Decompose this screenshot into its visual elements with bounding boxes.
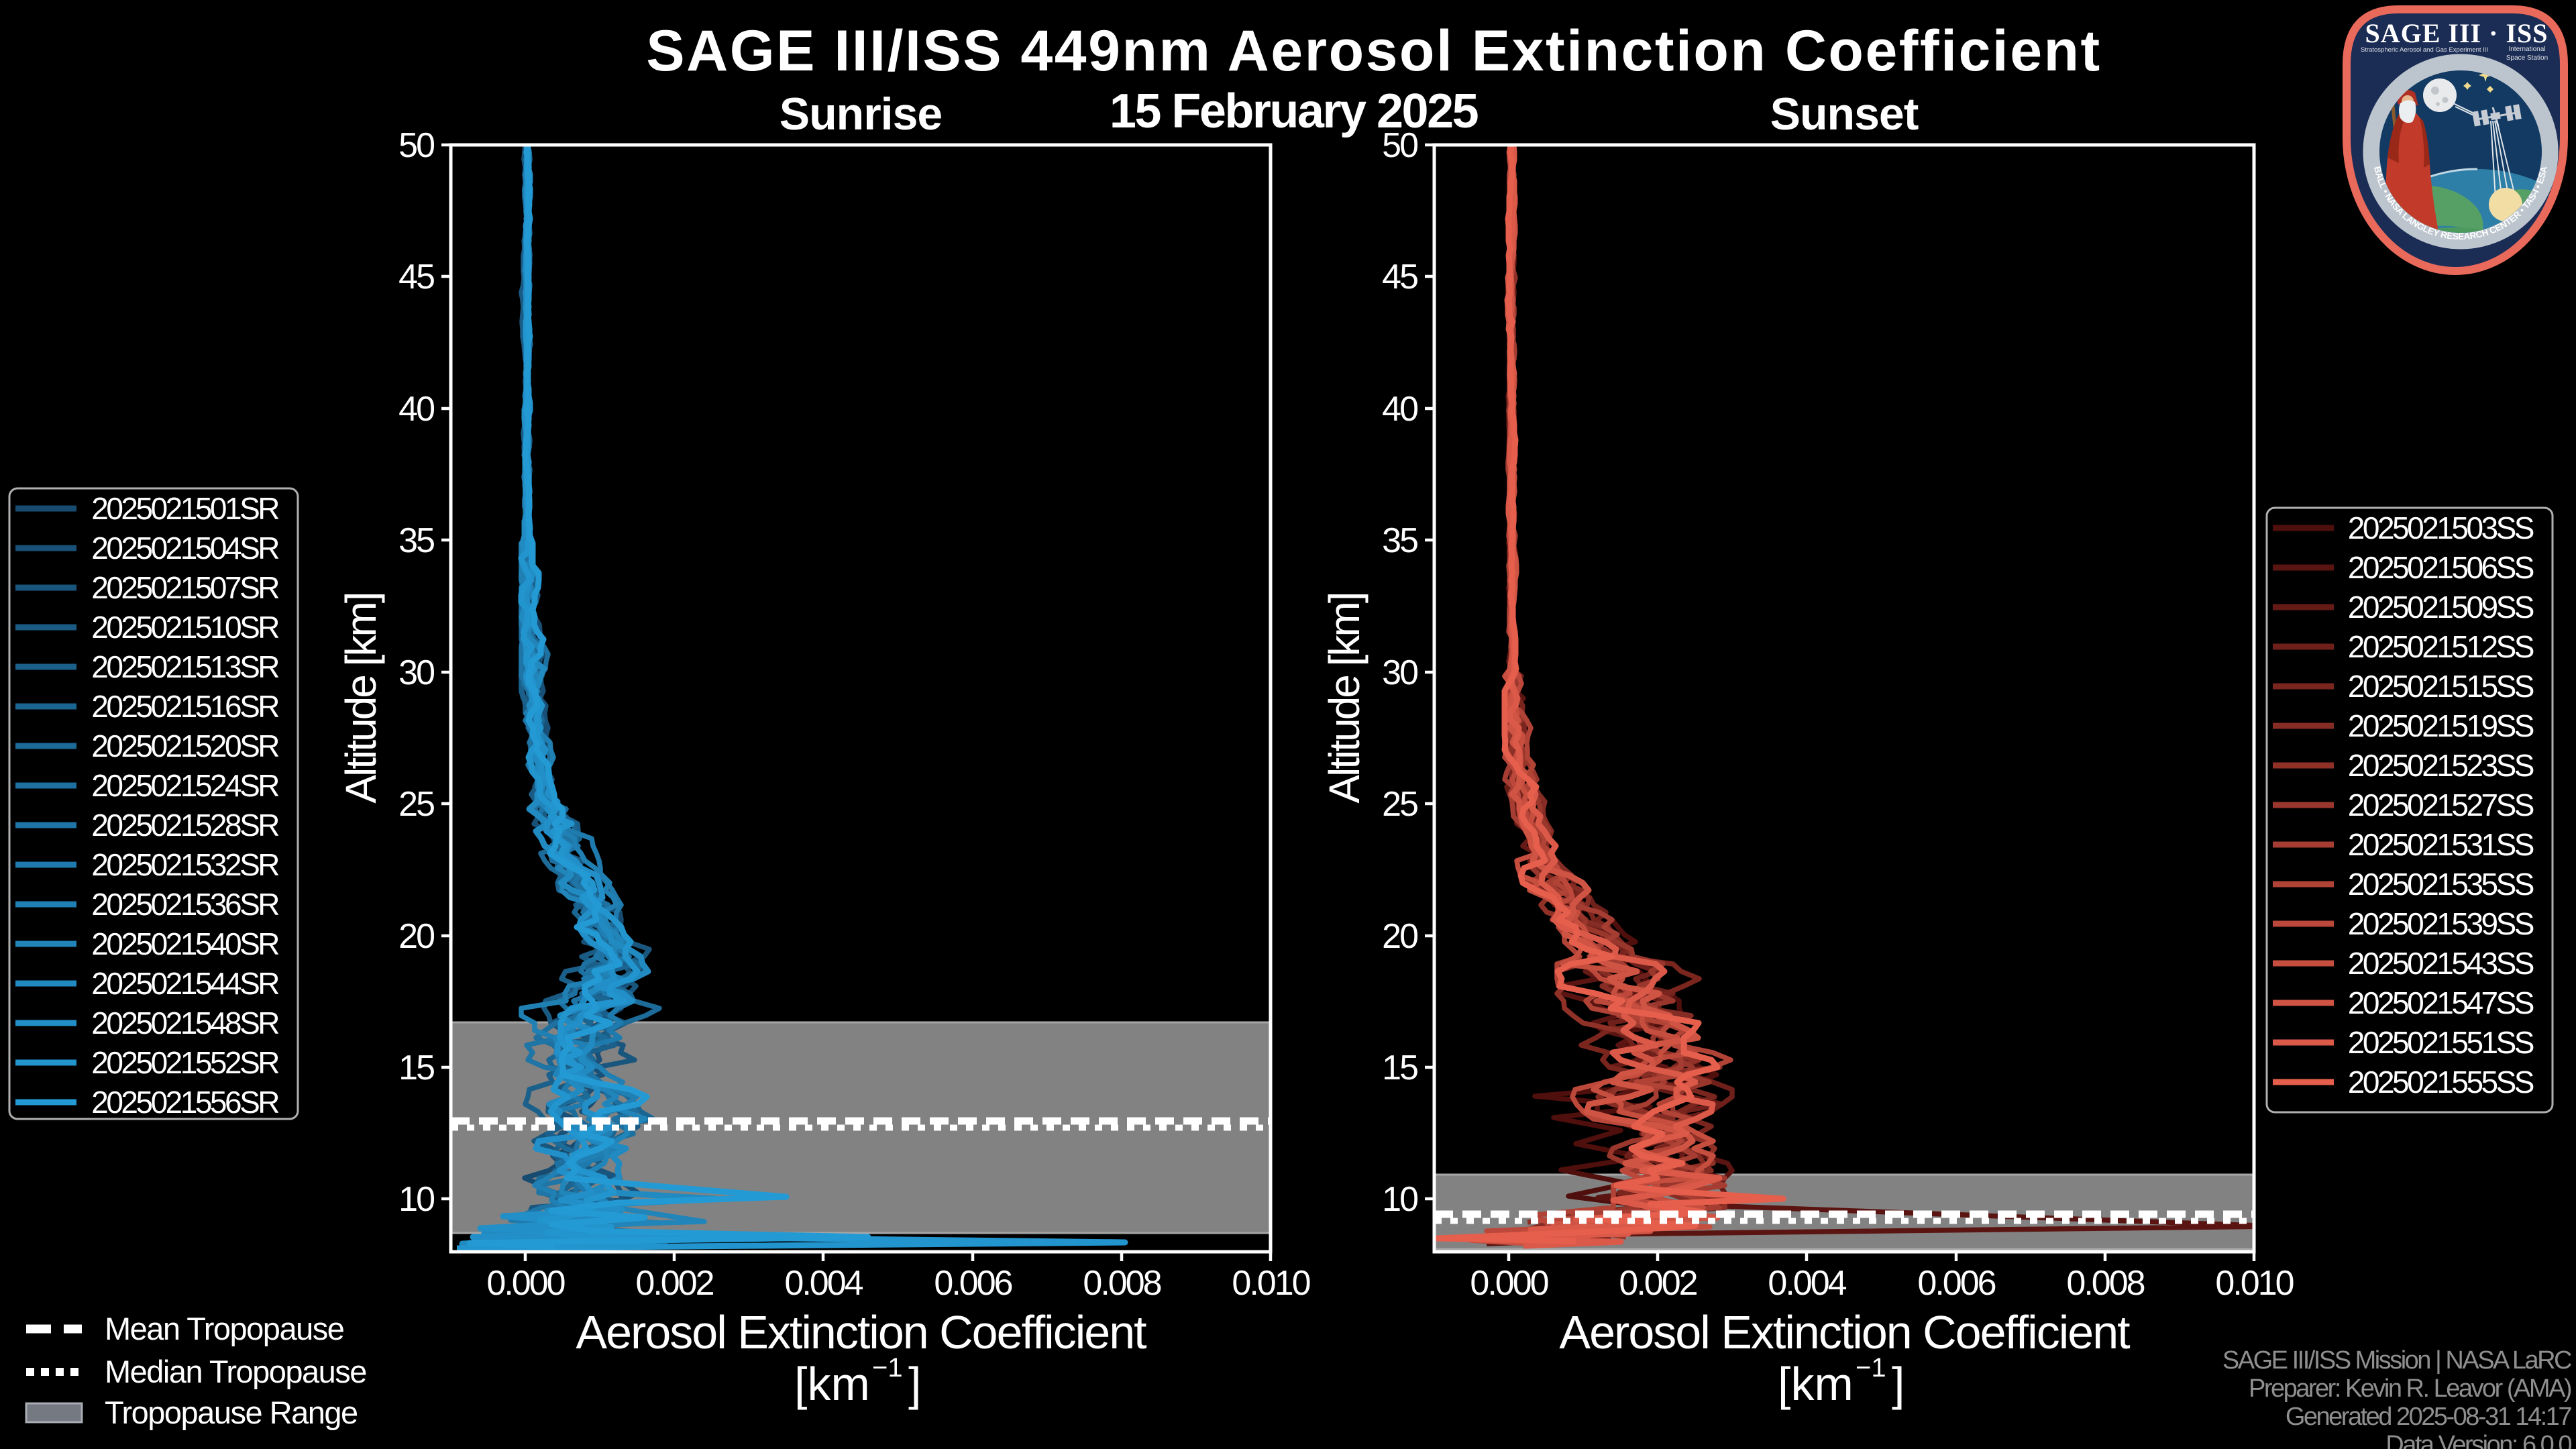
svg-text:0.010: 0.010 (2215, 1264, 2293, 1303)
svg-text:−1: −1 (872, 1353, 903, 1383)
svg-text:2025021501SR: 2025021501SR (91, 491, 279, 526)
svg-text:35: 35 (398, 521, 434, 560)
svg-text:2025021509SS: 2025021509SS (2348, 590, 2534, 625)
svg-text:2025021551SS: 2025021551SS (2348, 1025, 2534, 1060)
svg-text:SAGE III/ISS Mission | NASA La: SAGE III/ISS Mission | NASA LaRC (2222, 1346, 2571, 1375)
svg-text:SAGE III · ISS: SAGE III · ISS (2365, 18, 2548, 48)
svg-text:]: ] (1892, 1358, 1904, 1410)
svg-text:15: 15 (398, 1049, 434, 1087)
svg-text:0.000: 0.000 (486, 1264, 564, 1303)
svg-text:2025021556SR: 2025021556SR (91, 1085, 279, 1120)
svg-text:2025021544SR: 2025021544SR (91, 966, 279, 1001)
svg-text:2025021504SR: 2025021504SR (91, 531, 279, 566)
svg-text:−1: −1 (1856, 1353, 1886, 1383)
svg-text:2025021503SS: 2025021503SS (2348, 511, 2534, 545)
svg-text:25: 25 (398, 785, 434, 824)
svg-text:0.004: 0.004 (1768, 1264, 1846, 1303)
svg-text:2025021531SS: 2025021531SS (2348, 827, 2534, 862)
svg-text:Median Tropopause: Median Tropopause (105, 1354, 366, 1389)
svg-text:0.004: 0.004 (784, 1264, 863, 1303)
svg-text:International: International (2508, 46, 2545, 53)
svg-text:2025021515SS: 2025021515SS (2348, 669, 2534, 704)
svg-text:50: 50 (398, 126, 434, 165)
svg-text:0.010: 0.010 (1232, 1264, 1309, 1303)
svg-text:Altitude [km]: Altitude [km] (1320, 593, 1368, 803)
svg-text:2025021540SR: 2025021540SR (91, 926, 279, 961)
svg-text:50: 50 (1382, 126, 1417, 165)
svg-text:40: 40 (1382, 390, 1417, 429)
svg-text:0.006: 0.006 (934, 1264, 1012, 1303)
svg-text:35: 35 (1382, 521, 1417, 560)
svg-text:2025021516SR: 2025021516SR (91, 689, 279, 724)
svg-text:2025021532SR: 2025021532SR (91, 847, 279, 882)
svg-text:20: 20 (1382, 917, 1417, 956)
svg-text:2025021510SR: 2025021510SR (91, 610, 279, 645)
svg-text:2025021524SR: 2025021524SR (91, 768, 279, 803)
svg-text:Generated 2025-08-31 14:17: Generated 2025-08-31 14:17 (2286, 1403, 2572, 1431)
svg-text:0.002: 0.002 (1619, 1264, 1697, 1303)
svg-text:2025021507SR: 2025021507SR (91, 570, 279, 605)
svg-text:]: ] (908, 1358, 921, 1410)
svg-text:Tropopause Range: Tropopause Range (105, 1395, 358, 1430)
svg-text:2025021547SS: 2025021547SS (2348, 985, 2534, 1020)
svg-text:0.000: 0.000 (1470, 1264, 1548, 1303)
svg-text:2025021539SS: 2025021539SS (2348, 906, 2534, 941)
svg-text:2025021527SS: 2025021527SS (2348, 788, 2534, 822)
svg-text:2025021512SS: 2025021512SS (2348, 629, 2534, 664)
svg-text:10: 10 (398, 1180, 434, 1219)
svg-text:[km: [km (1778, 1358, 1854, 1410)
svg-text:Data Version: 6.0.0: Data Version: 6.0.0 (2385, 1431, 2571, 1449)
svg-text:[km: [km (794, 1358, 870, 1410)
svg-text:Space Station: Space Station (2506, 54, 2548, 62)
svg-text:2025021548SR: 2025021548SR (91, 1006, 279, 1040)
svg-text:0.002: 0.002 (635, 1264, 713, 1303)
svg-text:2025021519SS: 2025021519SS (2348, 708, 2534, 743)
svg-text:2025021523SS: 2025021523SS (2348, 748, 2534, 783)
svg-text:Aerosol Extinction Coefficient: Aerosol Extinction Coefficient (576, 1306, 1146, 1358)
svg-text:Stratospheric Aerosol and Gas: Stratospheric Aerosol and Gas Experiment… (2361, 46, 2488, 54)
svg-text:30: 30 (1382, 653, 1417, 692)
svg-text:2025021506SS: 2025021506SS (2348, 550, 2534, 585)
svg-text:45: 45 (1382, 258, 1417, 297)
svg-text:Altitude [km]: Altitude [km] (337, 593, 385, 803)
svg-text:15: 15 (1382, 1049, 1417, 1087)
svg-text:2025021535SS: 2025021535SS (2348, 867, 2534, 902)
svg-text:2025021528SR: 2025021528SR (91, 808, 279, 843)
svg-text:30: 30 (398, 653, 434, 692)
svg-text:2025021552SR: 2025021552SR (91, 1045, 279, 1080)
svg-text:Mean Tropopause: Mean Tropopause (105, 1311, 344, 1346)
svg-text:0.008: 0.008 (1083, 1264, 1161, 1303)
svg-text:2025021543SS: 2025021543SS (2348, 946, 2534, 981)
svg-text:10: 10 (1382, 1180, 1417, 1219)
svg-text:45: 45 (398, 258, 434, 297)
svg-text:Preparer: Kevin R. Leavor (AMA: Preparer: Kevin R. Leavor (AMA) (2249, 1375, 2571, 1403)
svg-text:20: 20 (398, 917, 434, 956)
svg-text:2025021536SR: 2025021536SR (91, 887, 279, 922)
svg-text:2025021520SR: 2025021520SR (91, 729, 279, 763)
svg-text:25: 25 (1382, 785, 1417, 824)
svg-text:0.006: 0.006 (1917, 1264, 1995, 1303)
svg-text:0.008: 0.008 (2066, 1264, 2144, 1303)
svg-text:2025021555SS: 2025021555SS (2348, 1065, 2534, 1099)
svg-text:Aerosol Extinction Coefficient: Aerosol Extinction Coefficient (1559, 1306, 2130, 1358)
svg-text:Sunrise: Sunrise (780, 89, 942, 140)
svg-text:15 February 2025: 15 February 2025 (1110, 85, 1479, 138)
svg-text:SAGE III/ISS 449nm Aerosol Ext: SAGE III/ISS 449nm Aerosol Extinction Co… (646, 19, 2101, 83)
svg-text:Sunset: Sunset (1770, 89, 1919, 140)
svg-text:2025021513SR: 2025021513SR (91, 649, 279, 684)
svg-text:40: 40 (398, 390, 434, 429)
